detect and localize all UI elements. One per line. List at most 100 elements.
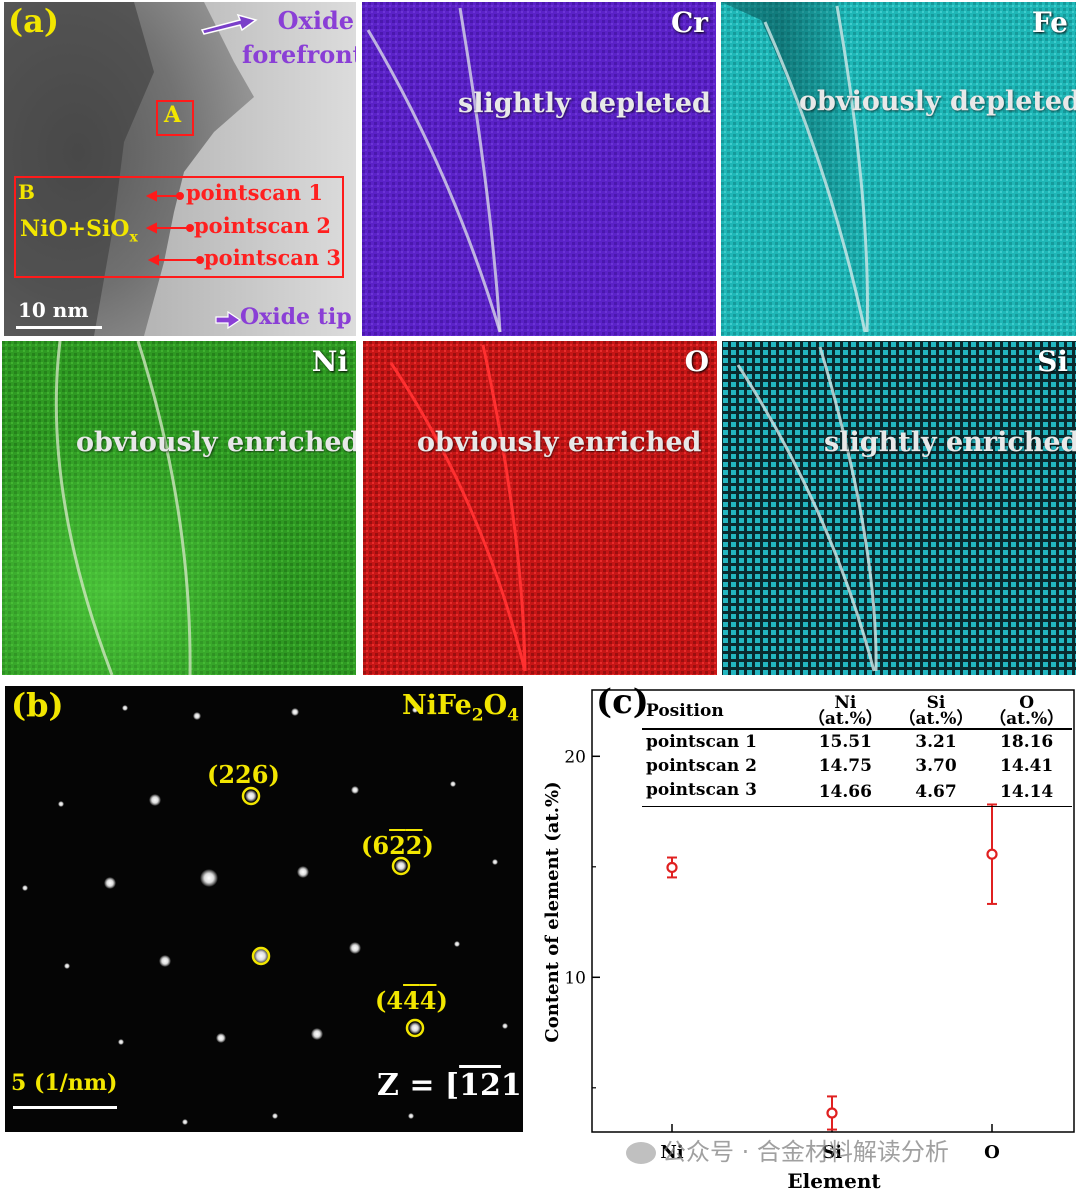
zone-axis-label: Z = [121] (377, 1068, 523, 1103)
y-axis-label: Content of element (at.%) (542, 781, 563, 1042)
table-row: pointscan 2 14.75 3.70 14.41 (642, 754, 1072, 778)
oxide-forefront-line1: Oxide (277, 6, 354, 35)
header-o-name: O (1019, 693, 1035, 713)
table-cell: 14.41 (1000, 756, 1054, 776)
scale-bar (16, 326, 102, 329)
spot-4-4-4-label: (444) (375, 986, 448, 1015)
spot-226-label: (226) (207, 760, 280, 789)
table-cell: 15.51 (818, 732, 872, 752)
table-header-o: O （at.%） (981, 694, 1072, 729)
panel-c-label: (c) (596, 682, 649, 722)
map-ni: Ni obviously enriched (2, 341, 356, 675)
panel-c: 10 20 Ni Si O Content of element (at.%) Ele… (530, 680, 1078, 1192)
table-row: pointscan 1 15.51 3.21 18.16 (642, 729, 1072, 754)
oxide-forefront-label: Oxide forefront (242, 4, 356, 72)
diffraction-pattern (22, 705, 508, 1125)
scale-bar (13, 1106, 117, 1109)
watermark-text: 公众号 · 合金材料解读分析 (662, 1138, 949, 1166)
y-tick-label: 20 (564, 747, 586, 767)
table-cell: 4.67 (915, 782, 957, 802)
map-o: O obviously enriched (363, 341, 717, 675)
table-cell: pointscan 3 (646, 780, 757, 800)
oxide-forefront-line2: forefront (242, 40, 356, 69)
table-cell: 3.21 (915, 732, 957, 752)
x-tick-label: O (984, 1142, 1000, 1163)
phase-part-2: O (483, 690, 508, 721)
table-cell: pointscan 1 (646, 732, 757, 752)
spot-bar-digit: 2 (389, 831, 406, 860)
element-content-chart: 10 20 Ni Si O Content of element (at.%) Ele… (542, 689, 1075, 1192)
spot-bar-digit: 4 (403, 986, 420, 1015)
fe-element-label: Fe (1031, 6, 1068, 39)
pointscan-2-label: pointscan 2 (194, 213, 332, 238)
header-unit: （at.%） (898, 709, 974, 729)
table-cell: pointscan 2 (646, 756, 757, 776)
map-si: Si slightly enriched (722, 341, 1076, 675)
tem-image (4, 2, 356, 336)
region-b-box (14, 176, 344, 278)
pointscan-arrows (145, 190, 204, 266)
o-element-label: O (684, 345, 709, 378)
phase-sub-2: 4 (507, 705, 519, 726)
watermark: 公众号 · 合金材料解读分析 (626, 1132, 949, 1167)
x-axis-label: Element (787, 1169, 881, 1192)
o-note: obviously enriched (417, 427, 702, 458)
spot-part: (4 (375, 986, 404, 1015)
o-map-texture (363, 341, 717, 675)
pointscan-1-label: pointscan 1 (186, 180, 324, 205)
table-header-row: Position Ni （at.%） Si （at.%） O （at.%） (642, 694, 1072, 729)
table-header-position: Position (646, 701, 724, 721)
phase-sub-1: 2 (471, 705, 484, 726)
header-unit: （at.%） (807, 709, 883, 729)
region-a-label: A (164, 102, 182, 128)
scale-bar-label: 10 nm (18, 298, 89, 322)
table-cell: 14.75 (818, 756, 872, 776)
table-cell: 3.70 (915, 756, 957, 776)
ni-element-label: Ni (311, 345, 348, 378)
spot-bar-digit: 2 (405, 831, 423, 860)
x-tick-label: Si (822, 1142, 842, 1163)
region-a-box (156, 100, 194, 136)
oxide-tip-label: Oxide tip (240, 304, 352, 330)
cr-element-label: Cr (670, 6, 708, 39)
zone-suffix: 1] (500, 1068, 523, 1103)
fe-note: obviously depleted (799, 86, 1076, 117)
arrow-right-icon (200, 13, 258, 35)
zone-prefix: Z = [ (377, 1068, 460, 1103)
map-fe: Fe obviously depleted (721, 2, 1076, 336)
header-ni-name: Ni (834, 693, 857, 713)
fe-map-texture (721, 2, 1076, 336)
wechat-icon (626, 1142, 656, 1164)
ni-map-texture (2, 341, 356, 675)
table-cell: 14.14 (1000, 782, 1054, 802)
table-header-si: Si （at.%） (891, 694, 982, 729)
data-point (986, 848, 998, 860)
panel-b-diffraction: (b) NiFe2O4 (226) (622) (444) 5 (1/nm) Z… (5, 686, 523, 1132)
map-cr: Cr slightly depleted (362, 2, 716, 336)
data-point (826, 1107, 838, 1119)
x-tick-label: Ni (660, 1142, 683, 1163)
spot-6-2-2-label: (622) (361, 831, 434, 860)
phase-part-1: NiFe (401, 690, 472, 721)
cr-map-texture (362, 2, 716, 336)
panel-a-tem: (a) Oxide forefront A B NiO+SiOx pointsc… (4, 2, 356, 336)
table-cell: 14.66 (818, 782, 872, 802)
table-row: pointscan 3 14.66 4.67 14.14 (642, 778, 1072, 807)
header-unit: （at.%） (989, 709, 1065, 729)
si-element-label: Si (1037, 345, 1068, 378)
table-header-ni: Ni （at.%） (800, 694, 891, 729)
zone-bar-digit: 1 (459, 1068, 480, 1103)
phase-label: NiO+SiOx (20, 216, 138, 245)
phase-text: NiO+SiO (20, 216, 130, 242)
zone-bar-digit: 2 (480, 1068, 501, 1103)
plot-frame (591, 689, 1075, 1133)
spot-bar-digit: 4 (419, 986, 437, 1015)
y-tick-label: 10 (564, 968, 586, 988)
panel-b-label: (b) (11, 686, 64, 724)
table-cell: 18.16 (1000, 732, 1054, 752)
si-map-texture (722, 341, 1076, 675)
panel-a-label: (a) (8, 2, 60, 40)
arrow-right-icon (215, 310, 242, 330)
data-point (666, 861, 678, 874)
pointscan-table: Position Ni （at.%） Si （at.%） O （at.%） po… (642, 694, 1072, 807)
